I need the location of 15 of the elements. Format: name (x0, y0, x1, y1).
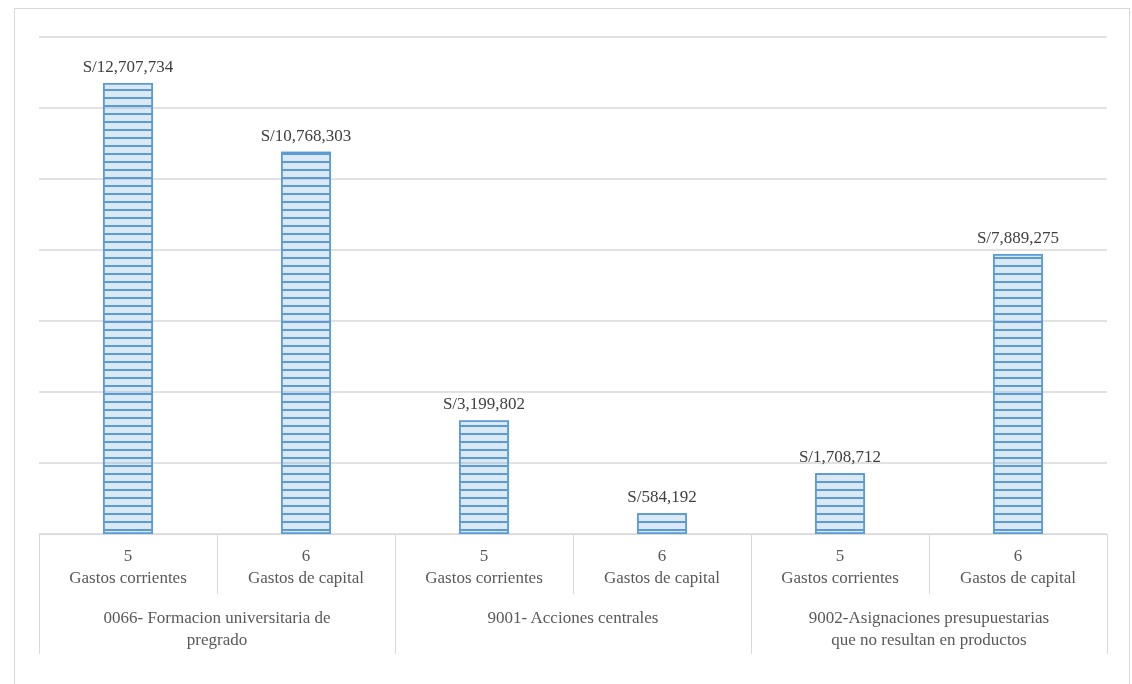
x-tick-label: 6 Gastos de capital (603, 545, 721, 587)
text: 9001- Acciones centrales (487, 607, 659, 627)
data-label: S/3,199,802 (442, 394, 526, 414)
x-tick-label: 5 Gastos corrientes (69, 545, 187, 587)
data-label: S/10,768,303 (260, 125, 352, 145)
x-tick-label: 6 Gastos de capital (247, 545, 365, 587)
text: 9002-Asignaciones presupuestarias que no resultan en productos (808, 607, 1050, 649)
x-tick-label: 5 Gastos corrientes (425, 545, 543, 587)
data-label: S/584,192 (627, 487, 697, 507)
text: 0066- Formacion universitaria de pregrado (103, 607, 331, 649)
x-tick-label: 5 Gastos corrientes (781, 545, 899, 587)
x-tick-label: 6 Gastos de capital (959, 545, 1077, 587)
data-label: S/12,707,734 (82, 56, 174, 76)
data-label: S/1,708,712 (798, 447, 882, 467)
data-label: S/7,889,275 (976, 227, 1060, 247)
